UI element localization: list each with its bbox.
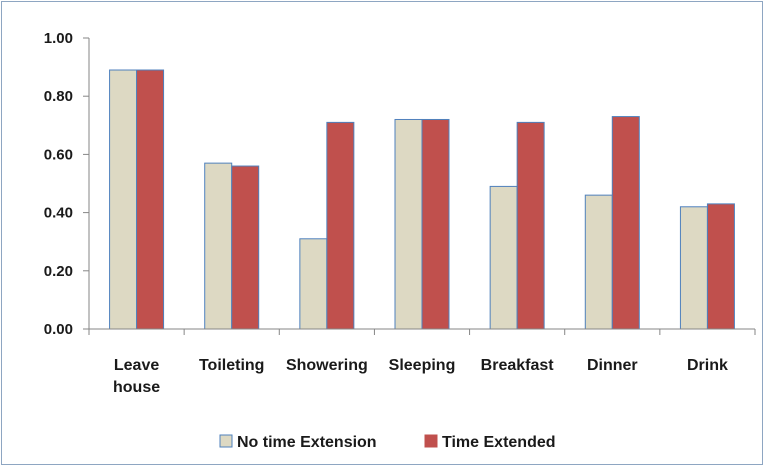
legend: No time Extension Time Extended <box>219 434 556 451</box>
x-category-label-line: Toileting <box>199 357 264 374</box>
bar-time-extended <box>326 121 355 330</box>
bar-time-extended <box>421 118 450 330</box>
y-tick-label: 0.20 <box>44 263 73 280</box>
x-category-label-line: Dinner <box>587 357 638 374</box>
x-category-label-line: Drink <box>687 357 728 374</box>
bar-no-time-extension <box>299 238 328 330</box>
legend-swatch <box>219 434 233 448</box>
x-category-label: Leave house <box>113 357 160 396</box>
bar-no-time-extension <box>489 185 518 330</box>
y-axis: 0.00 0.20 0.40 0.60 0.80 1.00 <box>44 30 90 338</box>
x-category-label-line: Breakfast <box>481 357 555 374</box>
bar-time-extended <box>516 121 545 330</box>
x-category-label: Sleeping <box>389 357 456 374</box>
legend-swatch <box>424 434 438 448</box>
y-tick-label: 0.80 <box>44 88 73 105</box>
bars <box>109 69 735 330</box>
x-category-label: Toileting <box>199 357 264 374</box>
x-category-label: Drink <box>687 357 728 374</box>
bar-time-extended <box>611 116 640 330</box>
bar-time-extended <box>136 69 165 330</box>
x-category-label: Showering <box>286 357 368 374</box>
legend-label: Time Extended <box>442 434 556 451</box>
y-tick-label: 1.00 <box>44 30 73 47</box>
bar-no-time-extension <box>394 118 423 330</box>
x-axis: Leave house Toileting Showering Sleeping Brea… <box>88 328 756 396</box>
bar-no-time-extension <box>204 162 233 330</box>
x-category-label-line: Showering <box>286 357 368 374</box>
y-tick-label: 0.60 <box>44 146 73 163</box>
x-category-label-line: Sleeping <box>389 357 456 374</box>
x-category-label: Dinner <box>587 357 638 374</box>
y-tick-label: 0.00 <box>44 321 73 338</box>
bar-no-time-extension <box>679 206 708 330</box>
y-tick-label: 0.40 <box>44 205 73 222</box>
bar-no-time-extension <box>109 69 138 330</box>
x-category-label-line: house <box>113 379 160 396</box>
bar-time-extended <box>706 203 735 330</box>
legend-label: No time Extension <box>237 434 377 451</box>
bar-no-time-extension <box>584 194 613 330</box>
bar-time-extended <box>231 165 260 330</box>
x-category-label: Breakfast <box>481 357 555 374</box>
x-category-label-line: Leave <box>114 357 159 374</box>
